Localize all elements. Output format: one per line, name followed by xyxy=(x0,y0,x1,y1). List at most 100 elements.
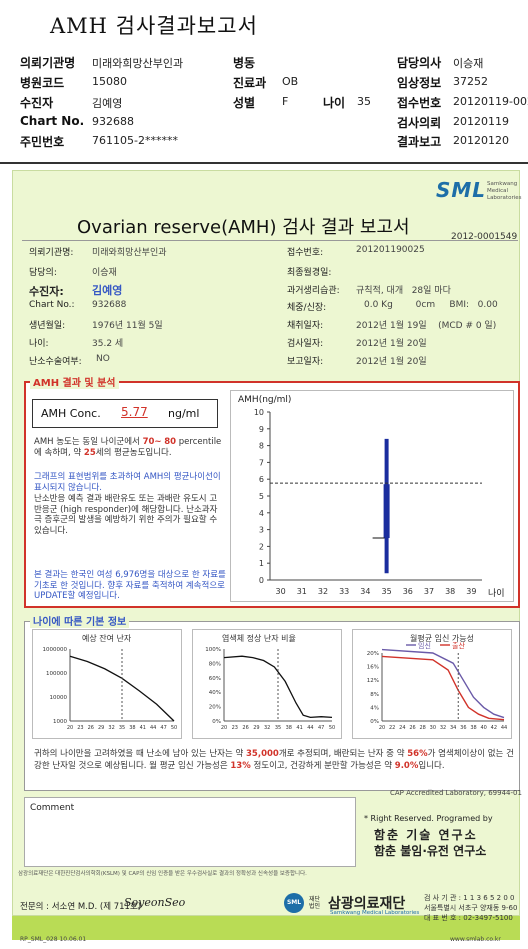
amh-x-tick-label: 38 xyxy=(445,587,455,596)
age-section-title: 나이에 따른 기본 정보 xyxy=(30,613,130,628)
amh-x-tick-label: 37 xyxy=(424,587,434,596)
r-last-period-label: 최종월경일: xyxy=(287,268,332,278)
pct-low: 70 xyxy=(142,437,155,447)
amh-y-tick-label: 7 xyxy=(259,458,264,467)
amh-x-tick-label: 39 xyxy=(466,587,476,596)
amh-conc-value: 5.77 xyxy=(121,405,148,419)
doctor-label: 담당의사 xyxy=(397,56,442,70)
summary-e: 입니다. xyxy=(418,761,445,771)
egg-x-tick-label: 32 xyxy=(108,725,114,731)
normal-x-tick-label: 29 xyxy=(253,725,259,731)
signer-label: 전문의 : 서소연 M.D. (제 711호) xyxy=(20,902,142,912)
summary-birth-pct: 9.0% xyxy=(394,761,419,771)
r-report-date-label: 보고일자: xyxy=(287,357,324,367)
r-test-date-value: 2012년 1월 20일 xyxy=(356,339,427,349)
footer-info-1: 검 사 기 관 : 1 1 3 6 5 2 0 0 xyxy=(424,894,515,902)
r-birth-value: 1976년 11월 5일 xyxy=(92,321,163,331)
amh-percentile-text: AMH 농도는 동일 나이군에서 70~ 80 percentile에 속하며,… xyxy=(34,437,224,458)
patient-label: 수진자 xyxy=(20,96,54,110)
resident-no-label: 주민번호 xyxy=(20,135,65,149)
pct-sep: ~ xyxy=(154,437,162,447)
amh-y-tick-label: 9 xyxy=(259,425,264,434)
page-title: AMH 검사결과보고서 xyxy=(50,14,258,38)
preg-legend-label-0: 임신 xyxy=(418,641,431,650)
institution-value: 미래와희망산부인과 xyxy=(92,57,184,70)
normal-x-tick-label: 47 xyxy=(318,725,324,731)
amh-response-text: 난소반응 예측 결과 배란유도 또는 과배란 유도시 고반응군 (high re… xyxy=(34,494,218,536)
normal-x-tick-label: 50 xyxy=(329,725,335,731)
egg-count-title: 예상 잔여 난자 xyxy=(82,634,132,643)
egg-x-tick-label: 41 xyxy=(140,725,146,731)
pct-high: 80 xyxy=(164,437,177,447)
footer-info-3: 대 표 번 호 : 02-3497-5100 xyxy=(424,914,513,922)
preg-x-tick-label: 24 xyxy=(399,725,405,731)
r-age-value: 35.2 세 xyxy=(92,339,124,349)
amh-chart-frame xyxy=(230,390,514,602)
amh-x-tick-label: 36 xyxy=(403,587,413,596)
amh-data-note: 본 결과는 한국인 여성 6,976명을 대상으로 한 자료를 기초로 한 것입… xyxy=(34,570,226,601)
amh-y-tick-label: 6 xyxy=(259,475,264,484)
summary-d: 정도이고, 건강하게 분만할 가능성은 약 xyxy=(253,761,393,771)
title-rule xyxy=(22,240,518,241)
amh-conc-unit: ng/ml xyxy=(168,407,200,420)
sml-logo-subtitle: Samkwang Medical Laboratories xyxy=(487,181,522,201)
preg-y-tick-label: 16% xyxy=(367,665,379,671)
normal-x-tick-label: 38 xyxy=(286,725,292,731)
egg-x-tick-label: 20 xyxy=(67,725,73,731)
preg-x-tick-label: 40 xyxy=(480,725,486,731)
r-receipt-value: 201201190025 xyxy=(356,245,425,255)
lab-name-1: 함춘 기술 연구소 xyxy=(374,828,478,842)
normal-y-tick-label: 0% xyxy=(212,719,221,725)
receipt-no-value: 20120119-0029 xyxy=(453,95,528,108)
normal-egg-chart: 100% 80% 60% 40% 20% 0%20 23 26 29 32 35 38 41 44 47 50 xyxy=(205,647,335,731)
institution-label: 의뢰기관명 xyxy=(20,56,76,70)
footer-logo-icon: SML xyxy=(284,893,304,913)
egg-y-tick-label: 100000 xyxy=(46,671,67,677)
test-request-value: 20120119 xyxy=(453,115,509,128)
para1-a: AMH 농도는 동일 나이군에서 xyxy=(34,437,140,447)
normal-y-tick-label: 40% xyxy=(209,690,221,696)
preg-x-tick-label: 34 xyxy=(450,725,456,731)
normal-x-tick-label: 20 xyxy=(221,725,227,731)
r-body-value: 0.0 Kg 0cm BMI: 0.00 xyxy=(364,300,498,310)
normal-egg-line xyxy=(223,655,333,719)
patient-value: 김예영 xyxy=(92,97,123,110)
r-collect-date-label: 채취일자: xyxy=(287,321,324,331)
sex-value: F xyxy=(282,95,289,108)
egg-y-tick-label: 1000000 xyxy=(43,647,68,653)
r-chart-no-value: 932688 xyxy=(92,300,127,310)
r-history-label: 과거생리습관: xyxy=(287,286,340,296)
normal-x-tick-label: 44 xyxy=(307,725,313,731)
para1-c: 세의 평균농도입니다. xyxy=(95,447,172,458)
r-body-label: 체중/신장: xyxy=(287,303,327,313)
footer-contact: 검 사 기 관 : 1 1 3 6 5 2 0 0 서울특별시 서초구 양재동 … xyxy=(424,893,517,923)
result-report-value: 20120120 xyxy=(453,134,509,147)
report-title: Ovarian reserve(AMH) 검사 결과 보고서 xyxy=(77,217,410,238)
amh-x-tick-label: 32 xyxy=(318,587,328,596)
r-surgery-value: NO xyxy=(96,354,110,364)
normal-egg-title: 염색체 정상 난자 비율 xyxy=(222,634,296,643)
equiv-age: 25 xyxy=(83,447,96,458)
doctor-value: 이승재 xyxy=(453,57,484,70)
amh-y-tick-label: 1 xyxy=(259,559,264,568)
preg-x-tick-label: 42 xyxy=(491,725,497,731)
chart-no-value: 932688 xyxy=(92,115,134,128)
normal-x-tick-label: 26 xyxy=(242,725,248,731)
preg-y-tick-label: 0% xyxy=(370,719,379,725)
normal-x-tick-label: 32 xyxy=(264,725,270,731)
normal-x-tick-label: 35 xyxy=(275,725,281,731)
amh-conc-label: AMH Conc. xyxy=(41,407,101,420)
department-label: 진료과 xyxy=(233,76,267,90)
preg-x-tick-label: 22 xyxy=(389,725,395,731)
r-doctor-label: 담당의: xyxy=(29,268,57,278)
normal-x-tick-label: 23 xyxy=(232,725,238,731)
preg-legend-label-1: 출산 xyxy=(452,641,465,650)
r-report-date-value: 2012년 1월 20일 xyxy=(356,357,427,367)
preg-y-tick-label: 4% xyxy=(370,705,379,711)
amh-y-tick-label: 8 xyxy=(259,442,264,451)
footer-logo-name: 삼광의료재단 xyxy=(328,896,406,912)
egg-y-tick-label: 1000 xyxy=(53,719,67,725)
sex-label: 성별 xyxy=(233,96,256,110)
